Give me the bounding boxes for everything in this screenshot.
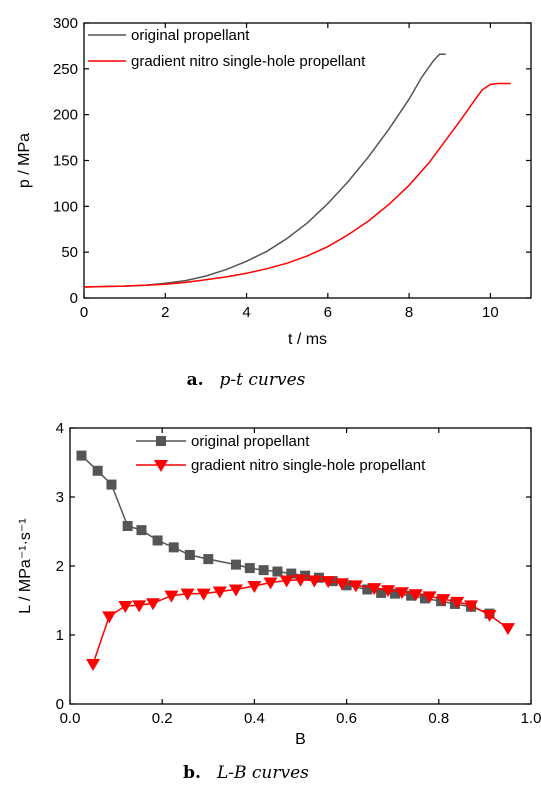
y-tick-label: 0 <box>56 696 64 713</box>
series-1-point <box>92 465 103 476</box>
x-tick-label: 0.0 <box>60 710 81 727</box>
series-line-2 <box>92 579 509 665</box>
caption-b-letter: b. <box>183 763 201 783</box>
series-1-point <box>406 590 417 601</box>
x-tick-label: 10 <box>482 304 499 321</box>
series-2-point <box>450 596 465 609</box>
series-2-point <box>367 583 382 596</box>
chart-lb: 0.0 0.2 0.4 0.6 0.8 1.0 0 1 2 3 4 B L / MPa⁻¹·s⁻¹ ori… <box>17 420 541 748</box>
series-2-point <box>279 575 294 588</box>
x-tick-label: 8 <box>405 304 413 321</box>
y-tick-label: 3 <box>56 489 64 506</box>
series-2-point <box>247 581 262 594</box>
y-axis-label: p / MPa <box>16 133 33 188</box>
series-2-point <box>394 587 409 600</box>
series-1-point <box>230 559 241 570</box>
x-tick-label: 0 <box>80 304 88 321</box>
series-2-point <box>212 586 227 599</box>
x-axis-label: B <box>295 731 306 748</box>
x-tick-label: 0.2 <box>152 710 173 727</box>
y-tick-label: 150 <box>53 153 78 170</box>
series-1-point <box>272 566 283 577</box>
series-2-point <box>464 600 479 613</box>
series-1-point <box>122 520 133 531</box>
series-2-point <box>334 578 349 591</box>
series-2-point <box>263 577 278 590</box>
series-2-point <box>500 623 515 636</box>
series-2-point <box>381 585 396 598</box>
caption-a-letter: a. <box>187 370 204 390</box>
series-1-point <box>341 580 352 591</box>
series-2-point <box>102 611 117 624</box>
series-1-point <box>244 563 255 574</box>
y-tick-label: 200 <box>53 107 78 124</box>
legend-label-2: gradient nitro single-hole propellant <box>191 457 426 474</box>
caption-a: a. p-t curves <box>187 370 306 390</box>
y-tick-label: 0 <box>70 290 78 307</box>
series-1-point <box>203 554 214 565</box>
y-tick-label: 50 <box>61 244 78 261</box>
series-1-point <box>362 584 373 595</box>
y-tick-label: 250 <box>53 61 78 78</box>
series-2-point <box>436 594 451 607</box>
series-2-point <box>132 600 147 613</box>
series-1-point <box>286 568 297 579</box>
caption-a-text: p-t curves <box>220 370 306 390</box>
series-2-point <box>118 601 133 614</box>
series-2-point <box>408 589 423 602</box>
series-2-point <box>422 591 437 604</box>
series-2-point <box>321 576 336 589</box>
series-1-point <box>419 593 430 604</box>
caption-b: b. L-B curves <box>183 763 309 783</box>
series-1-point <box>106 479 117 490</box>
legend-marker-1 <box>156 436 166 446</box>
series-2-point <box>196 588 211 601</box>
series-1-point <box>76 450 87 461</box>
y-tick-label: 4 <box>56 420 64 437</box>
series-line-2 <box>83 82 511 288</box>
x-tick-label: 0.4 <box>244 710 265 727</box>
x-tick-label: 0.6 <box>336 710 357 727</box>
x-tick-label: 2 <box>161 304 169 321</box>
series-1-point <box>136 525 147 536</box>
series-1-point <box>152 535 163 546</box>
series-2-point <box>86 658 101 671</box>
y-tick-label: 300 <box>53 15 78 32</box>
y-tick-label: 100 <box>53 198 78 215</box>
series-2-point <box>348 580 363 593</box>
series-1-point <box>390 588 401 599</box>
y-tick-label: 2 <box>56 558 64 575</box>
series-line-1 <box>83 53 446 288</box>
x-tick-label: 1.0 <box>521 710 541 727</box>
series-1-point <box>258 565 269 576</box>
legend-label-1: original propellant <box>131 27 250 44</box>
y-tick-label: 1 <box>56 627 64 644</box>
series-2-point <box>307 575 322 588</box>
legend-label-2: gradient nitro single-hole propellant <box>131 53 366 70</box>
series-2-point <box>228 584 243 597</box>
series-2-point <box>180 588 195 601</box>
series-1-point <box>376 587 387 598</box>
legend-marker-2 <box>154 460 168 472</box>
series-1-point <box>168 542 179 553</box>
x-tick-label: 6 <box>324 304 332 321</box>
series-2-point <box>293 574 308 587</box>
x-tick-label: 4 <box>242 304 250 321</box>
x-axis-label: t / ms <box>288 331 327 348</box>
caption-b-text: L-B curves <box>216 763 309 783</box>
x-tick-label: 0.8 <box>428 710 449 727</box>
series-2-point <box>145 598 160 611</box>
series-2-point <box>482 609 497 622</box>
legend-label-1: original propellant <box>191 433 310 450</box>
series-1-point <box>184 549 195 560</box>
series-2-point <box>164 590 179 603</box>
y-axis-label: L / MPa⁻¹·s⁻¹ <box>17 518 34 613</box>
